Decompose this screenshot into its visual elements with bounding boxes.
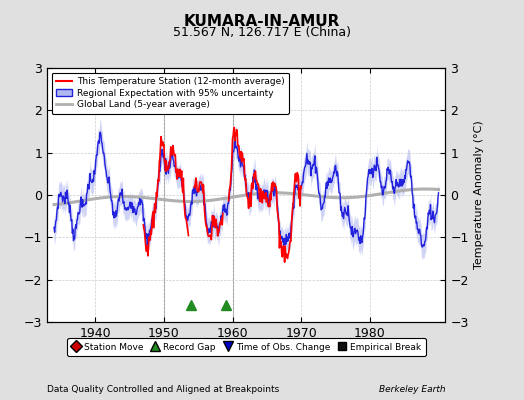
Text: Berkeley Earth: Berkeley Earth <box>379 385 445 394</box>
Text: KUMARA-IN-AMUR: KUMARA-IN-AMUR <box>184 14 340 29</box>
Text: 51.567 N, 126.717 E (China): 51.567 N, 126.717 E (China) <box>173 26 351 39</box>
Text: Data Quality Controlled and Aligned at Breakpoints: Data Quality Controlled and Aligned at B… <box>47 385 279 394</box>
Legend: Station Move, Record Gap, Time of Obs. Change, Empirical Break: Station Move, Record Gap, Time of Obs. C… <box>67 338 425 356</box>
Y-axis label: Temperature Anomaly (°C): Temperature Anomaly (°C) <box>474 121 484 269</box>
Legend: This Temperature Station (12-month average), Regional Expectation with 95% uncer: This Temperature Station (12-month avera… <box>52 72 289 114</box>
